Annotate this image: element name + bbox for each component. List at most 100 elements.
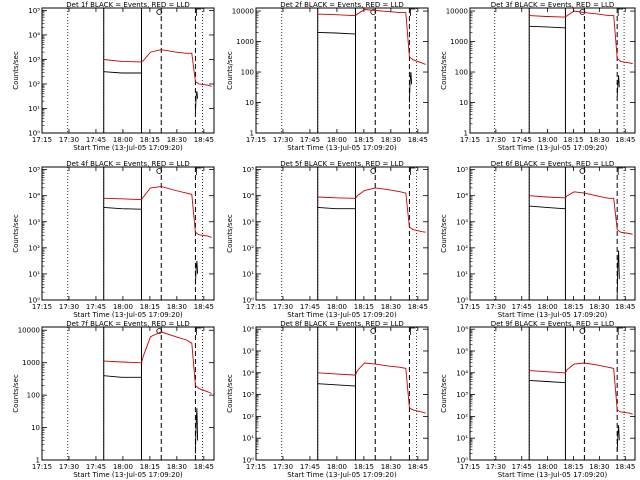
x-axis-label: Start Time (13-Jul-05 17:09:20): [287, 144, 397, 152]
events-rate-line: [616, 75, 620, 97]
lld-rate-line: [103, 331, 212, 394]
x-axis-label: Start Time (13-Jul-05 17:09:20): [73, 144, 183, 152]
y-tick-label: 10⁵: [242, 166, 254, 174]
y-tick-label: 1: [250, 130, 254, 138]
panel-title: Det 7f BLACK = Events, RED = LLD: [66, 320, 189, 328]
detector-panel-7: 17:15 17:30 17:45 18:00 18:15 18:30 18:45 1 10 10…: [12, 320, 215, 479]
x-tick-label: 17:15: [32, 136, 52, 144]
plot-frame: [41, 7, 215, 134]
y-tick-label: 10⁵: [456, 166, 468, 174]
detector-panel-2: 17:15 17:30 17:45 18:00 18:15 18:30 18:45 1 10 10…: [226, 1, 429, 152]
x-tick-label: 18:15: [354, 303, 374, 311]
y-tick-label: 1: [36, 457, 40, 465]
y-axis-label: Counts/sec: [440, 51, 448, 90]
events-rate-line: [616, 250, 620, 295]
events-rate-line: [103, 375, 142, 378]
y-tick-label: 10⁰: [242, 457, 254, 465]
y-tick-label: 10⁴: [456, 192, 468, 200]
y-tick-label: 10⁴: [242, 369, 254, 377]
x-axis-label: Start Time (13-Jul-05 17:09:20): [498, 144, 608, 152]
top-bracket-marker: [617, 8, 624, 16]
events-rate-line: [194, 260, 199, 285]
events-rate-line: [317, 31, 356, 35]
x-tick-label: 17:45: [86, 136, 106, 144]
x-tick-label: 18:30: [589, 463, 609, 471]
x-tick-label: 18:00: [113, 303, 133, 311]
x-tick-label: 18:30: [381, 136, 401, 144]
lld-rate-line: [529, 10, 633, 64]
y-axis-label: Counts/sec: [226, 214, 234, 253]
x-tick-label: 17:30: [59, 136, 79, 144]
y-axis-label: Counts/sec: [440, 214, 448, 253]
y-tick-label: 10⁶: [456, 326, 468, 334]
y-axis-label: Counts/sec: [12, 374, 20, 413]
top-bracket-marker: [410, 167, 416, 175]
y-tick-label: 10³: [242, 391, 254, 399]
y-axis-label: Counts/sec: [12, 51, 20, 90]
plot-frame: [469, 166, 636, 301]
detector-panel-9: 17:15 17:30 17:45 18:00 18:15 18:30 18:45 10⁰ 10…: [440, 320, 636, 479]
x-tick-label: 18:45: [615, 303, 635, 311]
top-circle-marker: [370, 9, 377, 15]
y-tick-label: 10¹: [242, 435, 254, 443]
detector-panel-6: 17:15 17:30 17:45 18:00 18:15 18:30 18:45 10⁰ 10…: [440, 160, 636, 319]
y-tick-label: 10¹: [456, 435, 468, 443]
y-tick-label: 10²: [28, 244, 40, 252]
plot-frame: [469, 326, 636, 461]
y-tick-label: 10⁵: [28, 7, 40, 15]
x-tick-label: 17:30: [59, 463, 79, 471]
top-circle-marker: [156, 9, 163, 15]
y-tick-label: 10¹: [242, 270, 254, 278]
y-tick-label: 1000: [236, 38, 254, 46]
y-tick-label: 10⁴: [242, 192, 254, 200]
x-tick-label: 18:45: [408, 463, 428, 471]
top-bracket-marker: [196, 327, 202, 335]
x-tick-label: 18:30: [589, 303, 609, 311]
x-axis-label: Start Time (13-Jul-05 17:09:20): [498, 311, 608, 319]
y-tick-label: 10000: [18, 327, 40, 335]
x-tick-label: 18:15: [140, 303, 160, 311]
plot-frame: [255, 166, 429, 301]
panel-title: Det 4f BLACK = Events, RED = LLD: [66, 160, 189, 168]
y-tick-label: 10⁰: [28, 130, 40, 138]
events-rate-line: [194, 91, 199, 114]
top-bracket-marker: [196, 167, 202, 175]
y-tick-label: 10³: [456, 218, 468, 226]
x-tick-label: 18:00: [327, 136, 347, 144]
events-rate-line: [194, 408, 199, 454]
y-tick-label: 10²: [456, 413, 468, 421]
y-tick-label: 10³: [242, 218, 254, 226]
detector-panel-1: 17:15 17:30 17:45 18:00 18:15 18:30 18:45 10⁰ 10…: [12, 1, 215, 152]
lld-rate-line: [529, 191, 633, 235]
detector-panel-4: 17:15 17:30 17:45 18:00 18:15 18:30 18:45 10⁰ 10…: [12, 160, 215, 319]
y-tick-label: 10¹: [28, 270, 40, 278]
lld-rate-line: [317, 362, 426, 414]
x-tick-label: 18:30: [381, 303, 401, 311]
y-tick-label: 10³: [28, 218, 40, 226]
panel-title: Det 8f BLACK = Events, RED = LLD: [280, 320, 403, 328]
y-tick-label: 10²: [242, 413, 254, 421]
events-rate-line: [529, 205, 566, 210]
x-axis-label: Start Time (13-Jul-05 17:09:20): [287, 311, 397, 319]
x-tick-label: 18:15: [140, 136, 160, 144]
top-bracket-marker: [617, 327, 624, 335]
x-tick-label: 17:15: [32, 303, 52, 311]
events-rate-line: [616, 425, 620, 452]
x-tick-label: 18:15: [354, 136, 374, 144]
x-tick-label: 18:45: [615, 136, 635, 144]
x-axis-label: Start Time (13-Jul-05 17:09:20): [287, 471, 397, 479]
x-tick-label: 18:15: [354, 463, 374, 471]
x-tick-label: 17:15: [246, 303, 266, 311]
x-tick-label: 18:45: [194, 463, 214, 471]
top-bracket-marker: [410, 327, 416, 335]
plot-frame: [469, 7, 636, 134]
top-circle-marker: [579, 328, 586, 334]
x-tick-label: 18:00: [538, 463, 558, 471]
y-tick-label: 10⁰: [242, 297, 254, 305]
events-rate-line: [529, 379, 566, 384]
y-tick-label: 10⁴: [456, 369, 468, 377]
top-circle-marker: [370, 168, 377, 174]
top-circle-marker: [156, 328, 163, 334]
detector-panel-8: 17:15 17:30 17:45 18:00 18:15 18:30 18:45 10⁰ 10…: [226, 320, 429, 479]
y-tick-label: 10⁰: [456, 297, 468, 305]
